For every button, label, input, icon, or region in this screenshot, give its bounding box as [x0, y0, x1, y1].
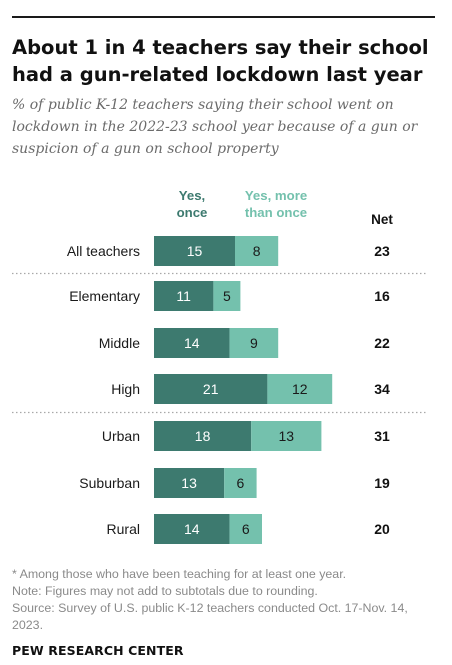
category-label-elementary: Elementary — [69, 288, 140, 304]
top-rule — [12, 16, 435, 18]
category-label-urban: Urban — [102, 428, 140, 444]
bar-yes-more-than-once-elementary — [213, 281, 241, 311]
source-note: Source: Survey of U.S. public K-12 teach… — [12, 601, 408, 632]
value-label-yes-once-all-teachers: 15 — [187, 243, 203, 259]
value-label-yes-once-high: 21 — [203, 381, 219, 397]
bar-yes-more-than-once-middle — [229, 328, 279, 358]
net-header: Net — [371, 212, 393, 227]
bar-yes-more-than-once-suburban — [224, 468, 257, 498]
bar-yes-more-than-once-high — [267, 374, 333, 404]
net-value-high: 34 — [374, 381, 390, 397]
value-label-yes-once-rural: 14 — [184, 521, 200, 537]
footnote: * Among those who have been teaching for… — [12, 567, 347, 581]
value-label-yes-more-than-once-all-teachers: 8 — [253, 243, 261, 259]
value-label-yes-once-urban: 18 — [195, 428, 211, 444]
net-value-suburban: 19 — [374, 475, 390, 491]
net-value-urban: 31 — [374, 428, 390, 444]
net-value-rural: 20 — [374, 521, 390, 537]
stacked-bar-chart: Yes, once Yes, more than once Net All teacher… — [12, 188, 428, 544]
value-label-yes-more-than-once-elementary: 5 — [223, 288, 231, 304]
net-value-elementary: 16 — [374, 288, 390, 304]
legend-yes-once: Yes, once — [177, 188, 208, 220]
chart-subtitle: % of public K-12 teachers saying their s… — [12, 97, 418, 157]
category-label-high: High — [111, 381, 140, 397]
value-label-yes-once-middle: 14 — [184, 335, 200, 351]
category-label-all-teachers: All teachers — [67, 243, 140, 259]
bar-yes-once-high — [154, 374, 268, 404]
bar-yes-once-middle — [154, 328, 230, 358]
bar-yes-more-than-once-urban — [251, 421, 322, 451]
value-label-yes-more-than-once-rural: 6 — [242, 521, 250, 537]
value-label-yes-more-than-once-urban: 13 — [279, 428, 295, 444]
value-label-yes-once-suburban: 13 — [181, 475, 197, 491]
value-label-yes-once-elementary: 11 — [176, 288, 191, 304]
category-label-middle: Middle — [99, 335, 140, 351]
bar-yes-once-elementary — [154, 281, 214, 311]
value-label-yes-more-than-once-high: 12 — [292, 381, 308, 397]
pew-logo-text: PEW RESEARCH CENTER — [12, 643, 184, 658]
bar-yes-once-suburban — [154, 468, 225, 498]
bar-yes-once-all-teachers — [154, 236, 235, 266]
value-label-yes-more-than-once-middle: 9 — [250, 335, 258, 351]
legend-yes-more-than-once: Yes, more than once — [245, 188, 307, 220]
bar-yes-more-than-once-all-teachers — [235, 236, 279, 266]
chart-notes: * Among those who have been teaching for… — [12, 566, 442, 634]
chart-title: About 1 in 4 teachers say their school h… — [12, 36, 429, 86]
net-value-middle: 22 — [374, 335, 390, 351]
category-label-suburban: Suburban — [79, 475, 140, 491]
category-label-rural: Rural — [107, 521, 140, 537]
value-label-yes-more-than-once-suburban: 6 — [237, 475, 245, 491]
bar-yes-once-urban — [154, 421, 252, 451]
bar-yes-once-rural — [154, 514, 230, 544]
bar-yes-more-than-once-rural — [229, 514, 262, 544]
rounding-note: Note: Figures may not add to subtotals d… — [12, 584, 318, 598]
net-value-all-teachers: 23 — [374, 243, 390, 259]
